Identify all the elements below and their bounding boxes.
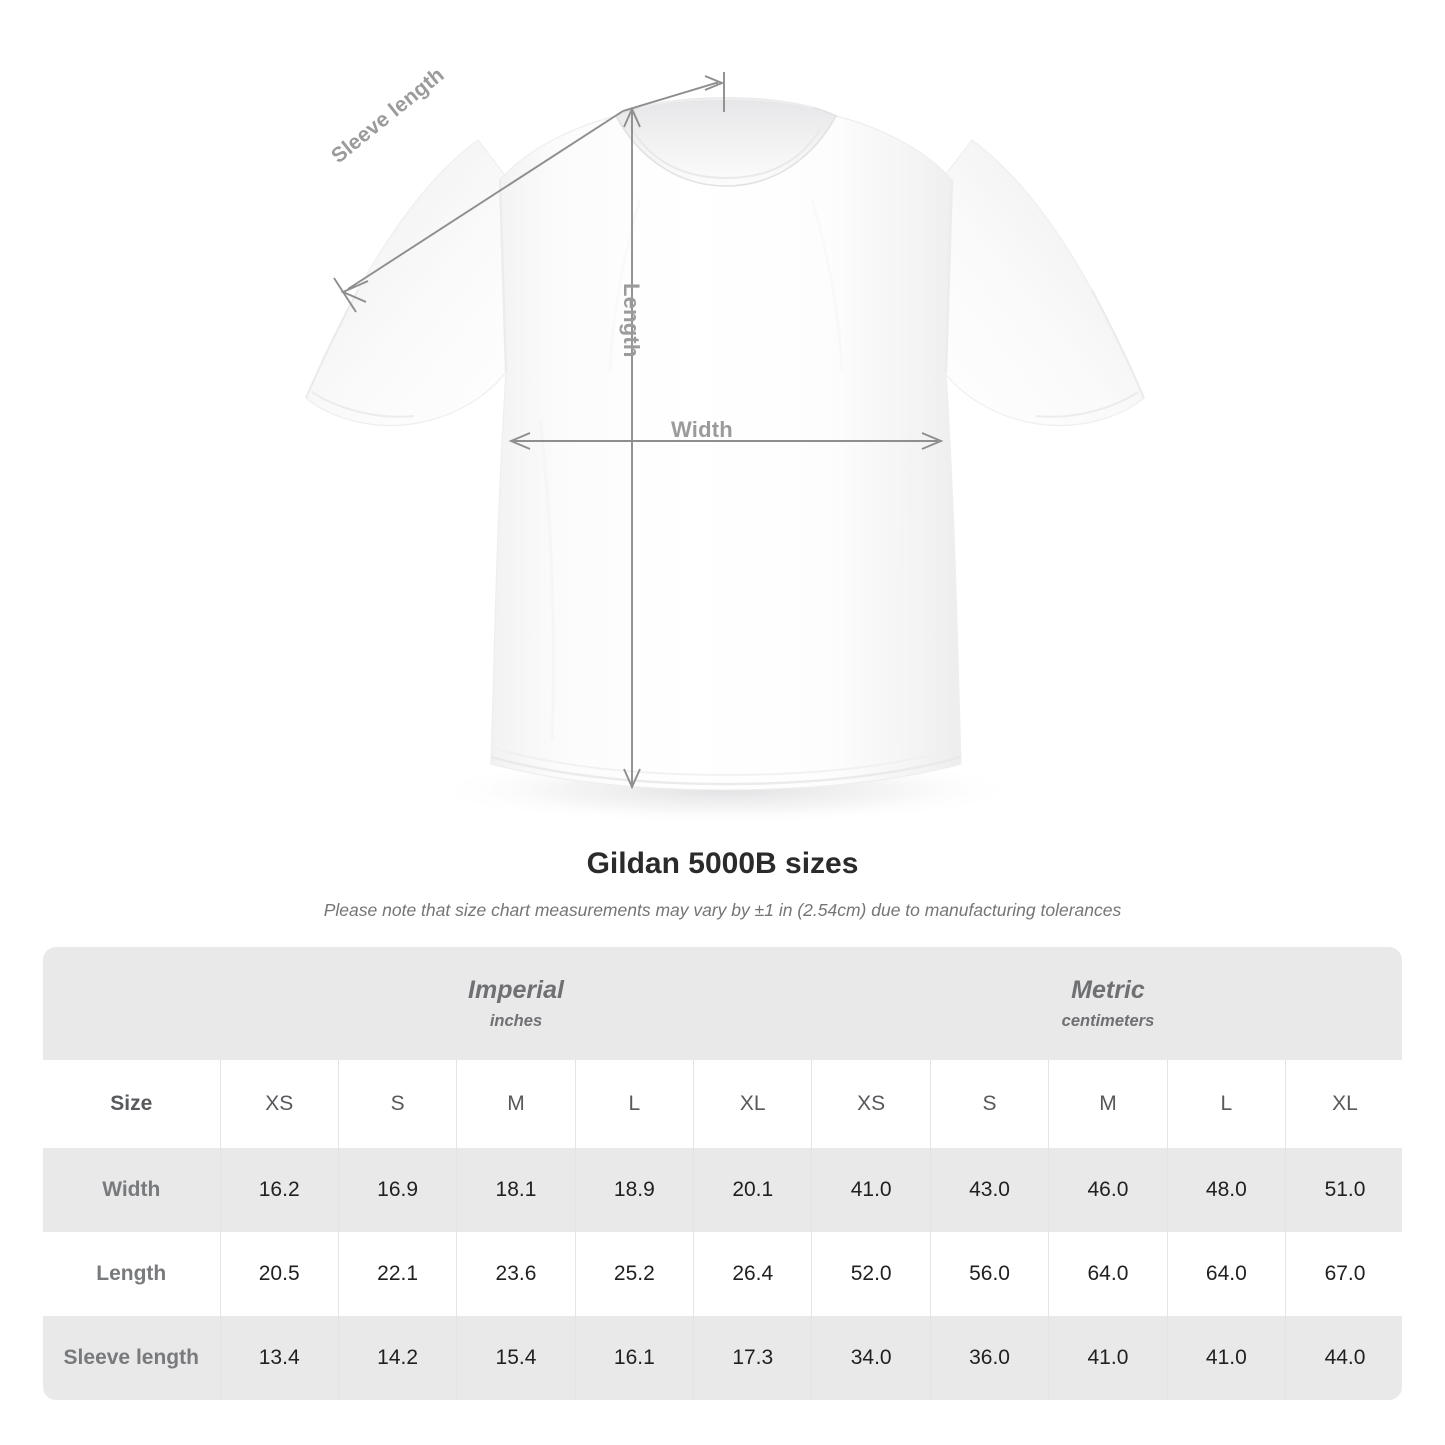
measurement-cell: 17.3	[693, 1316, 812, 1400]
unit-group-imperial: Imperial inches	[220, 947, 812, 1060]
measurement-cell: 64.0	[1166, 1232, 1286, 1316]
title-block: Gildan 5000B sizes Please note that size…	[0, 846, 1445, 921]
size-column-header: XS	[219, 1060, 339, 1148]
measurement-cell: 52.0	[811, 1232, 931, 1316]
size-column-header: XS	[811, 1060, 931, 1148]
measurement-cell: 41.0	[1166, 1316, 1286, 1400]
measurement-cell: 34.0	[811, 1316, 931, 1400]
length-arrowhead-top	[623, 106, 641, 128]
measurement-cell: 18.1	[456, 1148, 576, 1232]
size-column-header: XL	[1285, 1060, 1402, 1148]
sleeve-length-end-tick	[333, 277, 357, 313]
fold-chest-left	[608, 199, 642, 373]
measurement-cell: 67.0	[1285, 1232, 1402, 1316]
measurement-cell: 48.0	[1166, 1148, 1286, 1232]
measurement-cell: 16.1	[574, 1316, 694, 1400]
size-table: Imperial inches Metric centimeters Size XS S M L…	[43, 947, 1402, 1400]
measurement-cell: 25.2	[574, 1232, 694, 1316]
measurement-cell: 16.9	[337, 1148, 457, 1232]
size-column-header: L	[574, 1060, 694, 1148]
right-sleeve-cuff	[1035, 391, 1139, 418]
fold-left	[538, 419, 555, 741]
table-row: Width 16.2 16.9 18.1 18.9 20.1 41.0 43.0 46.0 48.…	[43, 1148, 1402, 1232]
unit-group-name: Imperial	[468, 976, 564, 1005]
sleeve-length-line	[347, 110, 624, 290]
length-arrowhead-bottom	[623, 768, 641, 790]
measurement-cell: 14.2	[337, 1316, 457, 1400]
shoulder-top-arrowhead	[704, 75, 725, 91]
fold-right	[897, 419, 914, 741]
unit-group-metric: Metric centimeters	[811, 947, 1402, 1060]
collar-inner-edge	[629, 125, 823, 180]
size-column-header: M	[1048, 1060, 1168, 1148]
unit-group-unit: centimeters	[1061, 1011, 1155, 1030]
table-row: Sleeve length 13.4 14.2 15.4 16.1 17.3 34.0 36.…	[43, 1316, 1402, 1400]
measurement-cell: 46.0	[1048, 1148, 1168, 1232]
measurement-cell: 64.0	[1048, 1232, 1168, 1316]
measurement-cell: 44.0	[1285, 1316, 1402, 1400]
size-column-header: M	[456, 1060, 576, 1148]
measurement-cell: 16.2	[219, 1148, 339, 1232]
unit-group-unit: inches	[489, 1011, 543, 1030]
measurement-cell: 56.0	[929, 1232, 1049, 1316]
measurement-cell: 20.5	[219, 1232, 339, 1316]
width-arrowhead-left	[508, 432, 531, 450]
width-arrowhead-right	[921, 432, 944, 450]
tolerance-note: Please note that size chart measurements…	[323, 900, 1122, 920]
measurement-cell: 43.0	[929, 1148, 1049, 1232]
measurement-cell: 41.0	[1048, 1316, 1168, 1400]
right-sleeve-hem	[1091, 289, 1146, 399]
shoulder-top-line	[622, 82, 718, 112]
measurement-cell: 13.4	[219, 1316, 339, 1400]
size-header-label: Size	[43, 1060, 220, 1148]
width-annotation: Width	[671, 417, 733, 442]
right-shoulder-seam	[944, 179, 954, 373]
measurement-lines	[333, 72, 944, 790]
body-hem	[490, 755, 962, 786]
left-shoulder-seam	[498, 179, 508, 373]
left-sleeve-cuff	[311, 391, 415, 418]
measurement-cell: 36.0	[929, 1316, 1049, 1400]
measurement-row-label: Width	[43, 1148, 220, 1232]
measurement-cell: 26.4	[693, 1232, 812, 1316]
measurement-cell: 51.0	[1285, 1148, 1402, 1232]
page-title: Gildan 5000B sizes	[586, 847, 859, 880]
tshirt-illustration: Sleeve length Length Width	[304, 63, 1146, 824]
size-column-header: L	[1166, 1060, 1286, 1148]
size-header-row: Size XS S M L XL XS S M L XL	[43, 1060, 1402, 1148]
measurement-cell: 15.4	[456, 1316, 576, 1400]
measurement-row-label: Length	[43, 1232, 220, 1316]
unit-header-spacer	[43, 947, 220, 1060]
measurement-cell: 22.1	[337, 1232, 457, 1316]
fold-chest-right	[810, 199, 844, 373]
measurement-cell: 23.6	[456, 1232, 576, 1316]
length-annotation: Length	[619, 283, 644, 358]
body-hem-stitch	[491, 747, 961, 776]
measurement-cell: 20.1	[693, 1148, 812, 1232]
size-column-header: XL	[693, 1060, 812, 1148]
measurement-cell: 41.0	[811, 1148, 931, 1232]
unit-group-name: Metric	[1071, 976, 1145, 1005]
measurement-cell: 18.9	[574, 1148, 694, 1232]
tshirt-body	[490, 115, 962, 791]
table-row: Length 20.5 22.1 23.6 25.2 26.4 52.0 56.0 64.0 64…	[43, 1232, 1402, 1316]
size-column-header: S	[929, 1060, 1049, 1148]
size-table-container: Imperial inches Metric centimeters Size XS S M L…	[43, 947, 1402, 1400]
measurement-row-label: Sleeve length	[43, 1316, 220, 1400]
unit-group-header-row: Imperial inches Metric centimeters	[43, 947, 1402, 1060]
collar-back	[639, 98, 813, 109]
size-column-header: S	[337, 1060, 457, 1148]
